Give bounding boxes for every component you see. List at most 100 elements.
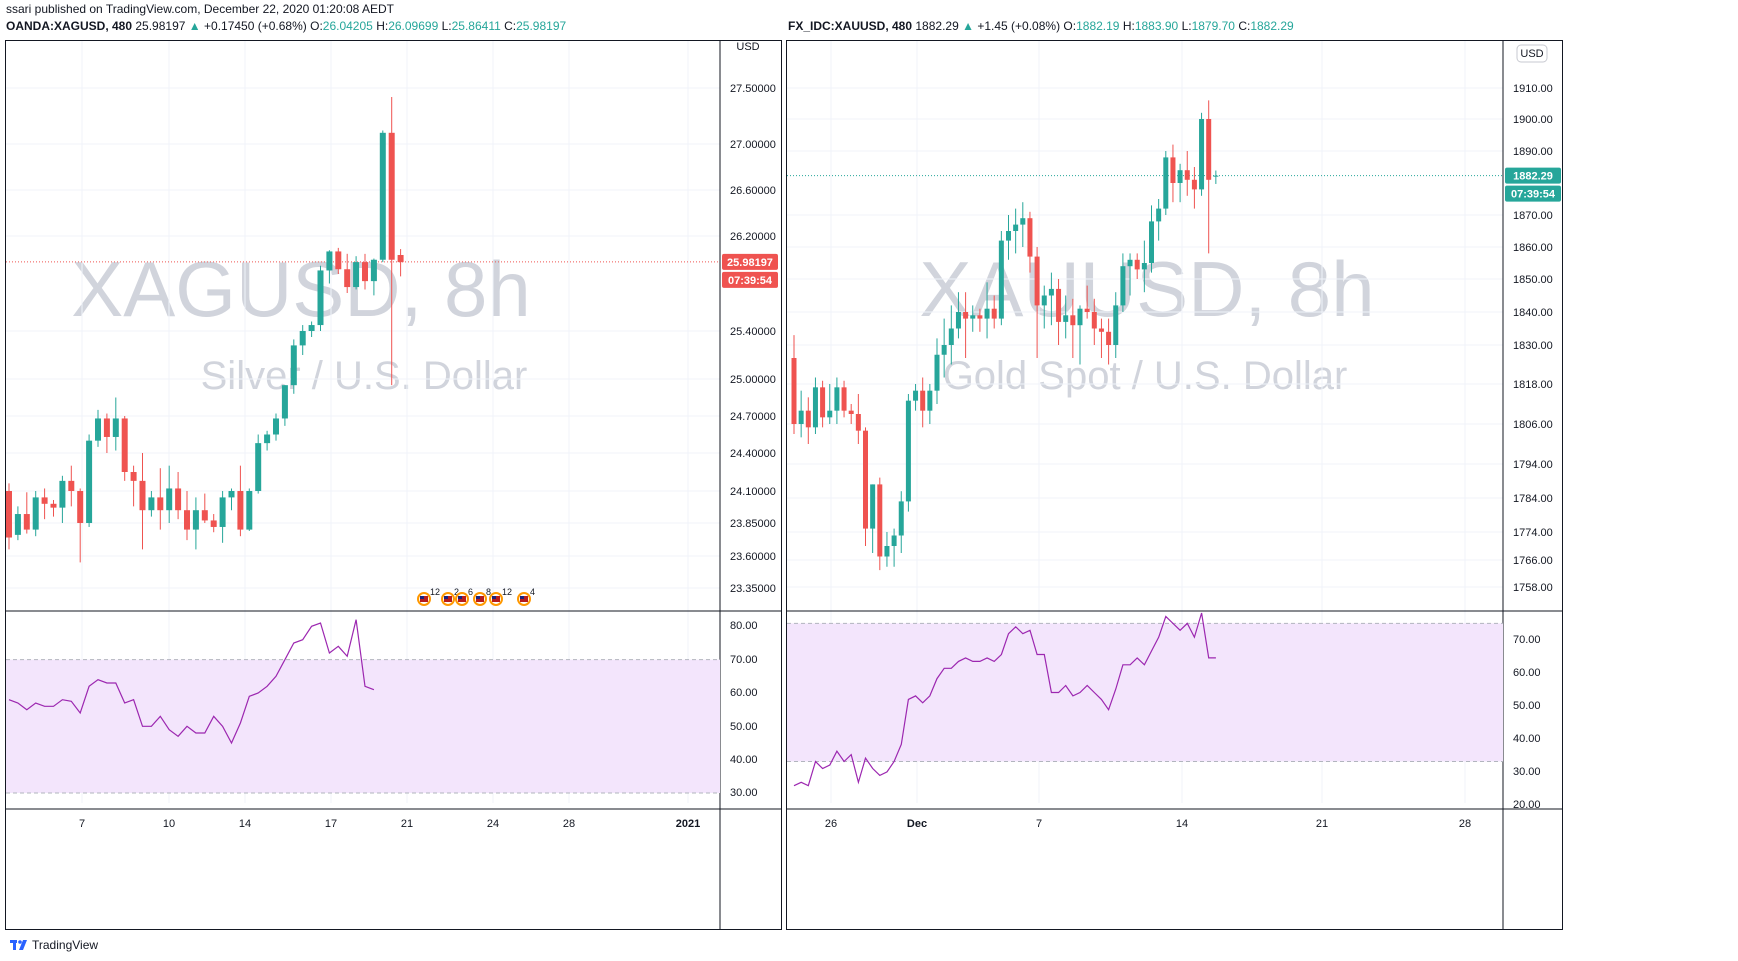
candle[interactable] — [891, 528, 897, 567]
candle[interactable] — [812, 377, 818, 435]
candle[interactable] — [870, 484, 876, 553]
event-flag-icon[interactable] — [489, 592, 503, 606]
candle[interactable] — [157, 468, 164, 530]
candle[interactable] — [1006, 215, 1011, 260]
candle[interactable] — [148, 491, 155, 517]
candle[interactable] — [6, 483, 12, 550]
candle[interactable] — [834, 377, 840, 425]
candle[interactable] — [388, 96, 395, 386]
candle[interactable] — [991, 295, 997, 329]
candle[interactable] — [255, 434, 262, 494]
candle[interactable] — [913, 384, 919, 411]
candle[interactable] — [791, 335, 797, 434]
candle[interactable] — [1027, 211, 1033, 273]
candle[interactable] — [1091, 298, 1097, 345]
candle[interactable] — [264, 430, 271, 451]
candle[interactable] — [344, 253, 351, 293]
candle[interactable] — [68, 465, 75, 507]
candle[interactable] — [1206, 100, 1212, 254]
candle[interactable] — [1191, 167, 1197, 209]
candle[interactable] — [948, 305, 954, 365]
candle[interactable] — [175, 472, 182, 520]
candle[interactable] — [281, 385, 288, 426]
candle[interactable] — [77, 488, 84, 563]
candle[interactable] — [1041, 285, 1047, 329]
candle[interactable] — [984, 282, 990, 339]
candle[interactable] — [841, 380, 847, 418]
candle[interactable] — [219, 491, 226, 543]
candle[interactable] — [121, 416, 128, 481]
event-flag-icon[interactable] — [517, 592, 531, 606]
candle[interactable] — [326, 250, 333, 284]
candle[interactable] — [353, 256, 360, 290]
candle[interactable] — [1056, 279, 1062, 345]
silver-chart-svg[interactable]: XAGUSD, 8h Silver / U.S. Dollar USD 27.5… — [6, 41, 781, 929]
candle[interactable] — [1134, 253, 1140, 279]
candle[interactable] — [820, 380, 826, 428]
candle[interactable] — [1127, 253, 1133, 296]
candle[interactable] — [228, 488, 235, 511]
candle[interactable] — [1141, 240, 1147, 293]
candle[interactable] — [963, 292, 969, 358]
candle[interactable] — [362, 253, 368, 290]
candle[interactable] — [246, 488, 253, 531]
candle[interactable] — [941, 318, 947, 378]
currency-button[interactable]: USD — [1516, 44, 1548, 63]
candle[interactable] — [32, 491, 39, 537]
candle[interactable] — [1113, 292, 1119, 358]
candle[interactable] — [1149, 205, 1154, 273]
candle[interactable] — [827, 384, 833, 424]
candle[interactable] — [1070, 298, 1076, 358]
candle[interactable] — [317, 265, 324, 331]
candle[interactable] — [201, 493, 208, 523]
candle[interactable] — [370, 258, 377, 296]
candle[interactable] — [130, 465, 137, 507]
candle[interactable] — [299, 325, 306, 355]
candle[interactable] — [166, 465, 173, 523]
candle[interactable] — [1184, 151, 1190, 196]
candle[interactable] — [798, 390, 804, 438]
candle[interactable] — [805, 397, 811, 444]
candle[interactable] — [877, 477, 883, 571]
candle[interactable] — [41, 488, 48, 520]
candle[interactable] — [1199, 112, 1205, 196]
candle[interactable] — [1063, 295, 1069, 339]
candle[interactable] — [397, 249, 404, 277]
candle[interactable] — [1156, 199, 1162, 241]
candle[interactable] — [1077, 305, 1083, 365]
candle[interactable] — [379, 130, 386, 263]
candle[interactable] — [848, 404, 854, 424]
candle[interactable] — [977, 308, 983, 332]
candle[interactable] — [1106, 318, 1112, 365]
candle[interactable] — [308, 321, 315, 338]
candle[interactable] — [884, 532, 890, 567]
candle[interactable] — [920, 377, 926, 428]
candle[interactable] — [1020, 202, 1026, 247]
candle[interactable] — [855, 394, 861, 444]
candle[interactable] — [1013, 208, 1019, 254]
candle[interactable] — [1048, 272, 1054, 326]
candle[interactable] — [14, 506, 21, 541]
candle[interactable] — [184, 491, 190, 541]
chart-panel-silver[interactable]: XAGUSD, 8h Silver / U.S. Dollar USD 27.5… — [5, 40, 782, 930]
candle[interactable] — [970, 305, 976, 332]
candle[interactable] — [934, 338, 940, 404]
event-flag-icon[interactable] — [441, 592, 455, 606]
candle[interactable] — [1034, 247, 1040, 358]
candle[interactable] — [23, 492, 30, 534]
chart-panel-gold[interactable]: XAUUSD, 8h Gold Spot / U.S. Dollar USD 1… — [550, 40, 1563, 930]
candle[interactable] — [273, 413, 279, 441]
candle[interactable] — [927, 384, 933, 424]
candle[interactable] — [237, 465, 244, 537]
candle[interactable] — [1084, 285, 1090, 319]
event-flag-icon[interactable] — [455, 592, 469, 606]
event-flag-icon[interactable] — [473, 592, 487, 606]
candle[interactable] — [905, 394, 911, 512]
candle[interactable] — [192, 497, 199, 550]
candle[interactable] — [103, 413, 110, 453]
candle[interactable] — [95, 409, 101, 447]
candle[interactable] — [335, 247, 342, 274]
candle[interactable] — [112, 397, 119, 451]
candle[interactable] — [1120, 253, 1126, 312]
candle[interactable] — [1177, 163, 1183, 203]
